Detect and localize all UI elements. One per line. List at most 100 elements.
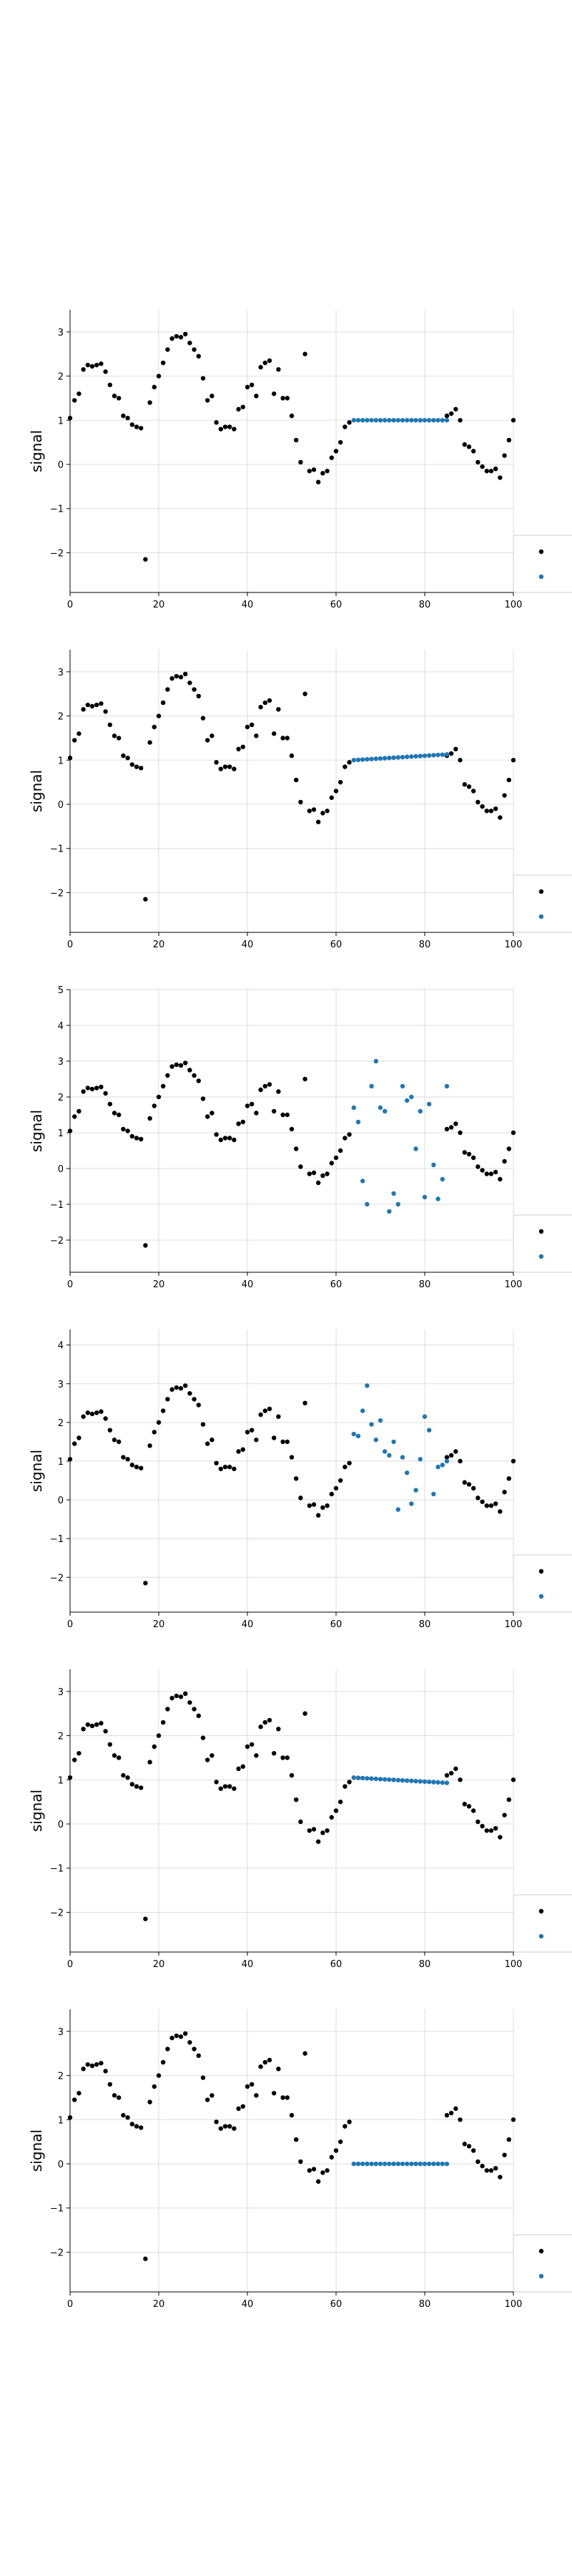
observed-point (488, 809, 494, 814)
observed-point (183, 1060, 188, 1065)
observed-point (280, 396, 285, 401)
observed-point (458, 1458, 463, 1464)
observed-point (107, 2082, 112, 2087)
imputed-point (444, 1780, 450, 1785)
y-tick-label: 5 (58, 985, 64, 996)
observed-point (298, 799, 303, 805)
observed-point (250, 1101, 255, 1107)
observed-point (99, 1409, 104, 1414)
observed-point (285, 1112, 290, 1118)
imputed-point (365, 2161, 370, 2167)
observed-point (129, 762, 134, 767)
observed-point (99, 1084, 104, 1090)
observed-point (178, 335, 184, 340)
imputed-point (387, 1777, 392, 1782)
y-tick-label: 1 (58, 2115, 64, 2126)
observed-point (289, 1772, 295, 1778)
imputed-point (387, 1453, 392, 1458)
observed-point (466, 1804, 472, 1809)
y-tick-label: 3 (58, 1380, 64, 1390)
observed-point (200, 376, 206, 381)
imputed-point (351, 1775, 356, 1780)
x-tick-label: 20 (153, 1959, 165, 1970)
legend-marker-observed (538, 2248, 544, 2254)
observed-point (192, 1073, 197, 1078)
observed-point (262, 1719, 267, 1725)
imputed-point (365, 1383, 370, 1388)
observed-point (236, 406, 241, 412)
observed-point (227, 1464, 232, 1470)
imputed-point (400, 1455, 405, 1460)
observed-point (258, 1087, 263, 1093)
observed-point (254, 733, 259, 738)
observed-point (165, 1707, 170, 1712)
observed-point (77, 1108, 82, 1114)
observed-point (462, 2142, 467, 2147)
imputed-point (373, 1438, 378, 1443)
imputed-point (444, 752, 450, 757)
observed-point (480, 1168, 485, 1173)
x-tick-label: 80 (419, 940, 431, 950)
imputed-point (418, 753, 423, 758)
observed-point (294, 1146, 299, 1151)
observed-point (99, 1721, 104, 1726)
observed-point (85, 1410, 91, 1415)
observed-point (302, 1400, 307, 1406)
observed-point (245, 1744, 250, 1750)
imputed-point (351, 2161, 356, 2167)
y-tick-label: 3 (58, 2027, 64, 2038)
imputed-point (391, 1777, 396, 1782)
observed-point (81, 2067, 86, 2072)
observed-point (444, 1455, 450, 1460)
observed-point (484, 469, 489, 474)
imputed-point (395, 1507, 400, 1512)
imputed-point (427, 2161, 432, 2167)
observed-point (232, 1466, 237, 1471)
observed-point (169, 1387, 174, 1392)
observed-point (77, 1435, 82, 1440)
observed-point (245, 2084, 250, 2089)
observed-point (458, 2117, 463, 2122)
observed-point (89, 1411, 95, 1417)
imputed-point (387, 1209, 392, 1214)
observed-point (232, 2126, 237, 2131)
imputed-point (444, 2161, 450, 2167)
observed-point (183, 331, 188, 337)
y-tick-label: 1 (58, 1775, 64, 1786)
observed-point (325, 809, 330, 814)
observed-point (449, 411, 454, 416)
imputed-point (387, 2161, 392, 2167)
imputed-point (440, 2161, 445, 2167)
imputed-point (413, 2161, 418, 2167)
observed-point (125, 2115, 130, 2120)
observed-point (77, 1751, 82, 1756)
imputed-point (427, 1780, 432, 1785)
observed-point (484, 1828, 489, 1833)
observed-point (209, 1438, 214, 1443)
y-tick-label: −2 (50, 1236, 64, 1246)
observed-point (117, 1112, 122, 1118)
imputed-point (378, 1777, 383, 1782)
observed-point (156, 374, 162, 379)
observed-point (262, 1408, 267, 1413)
x-tick-label: 40 (242, 1959, 254, 1970)
observed-point (107, 1428, 112, 1433)
observed-point (147, 1116, 152, 1121)
observed-point (307, 1828, 312, 1833)
imputed-point (400, 2161, 405, 2167)
imputed-point (351, 418, 356, 423)
observed-point (81, 1727, 86, 1732)
imputed-point (405, 1778, 410, 1783)
observed-point (276, 1089, 281, 1094)
observed-point (466, 1151, 472, 1157)
observed-point (311, 1827, 317, 1832)
observed-point (333, 449, 339, 454)
y-tick-label: 2 (58, 1418, 64, 1429)
observed-point (258, 365, 263, 370)
x-tick-label: 100 (505, 2299, 523, 2310)
observed-point (174, 2033, 179, 2039)
y-tick-label: 0 (58, 2160, 64, 2170)
observed-point (227, 1136, 232, 1141)
observed-point (289, 413, 295, 419)
observed-point (276, 1727, 281, 1732)
